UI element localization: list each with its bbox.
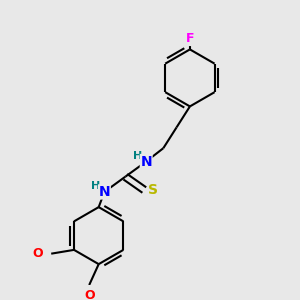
Text: N: N [140, 154, 152, 169]
Text: O: O [84, 289, 94, 300]
Text: S: S [148, 183, 158, 197]
Text: F: F [186, 32, 194, 46]
Text: O: O [33, 247, 43, 260]
Text: H: H [133, 151, 142, 161]
Text: N: N [99, 185, 110, 199]
Text: H: H [91, 181, 101, 191]
